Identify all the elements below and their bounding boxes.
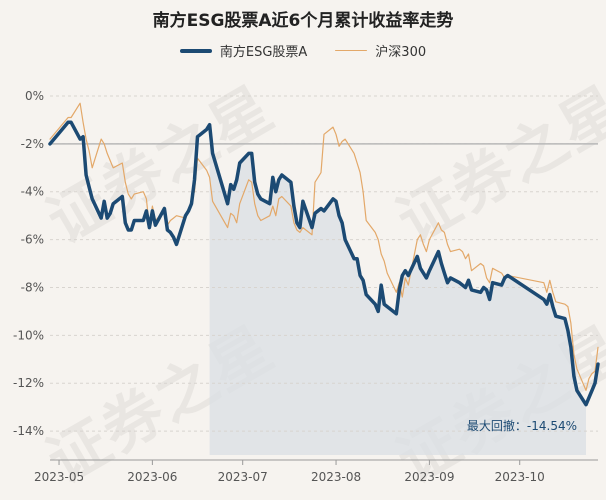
legend-label-index: 沪深300 (375, 45, 427, 60)
legend-item-index[interactable]: 沪深300 (335, 41, 426, 60)
y-tick-label: -8% (21, 280, 44, 294)
legend-item-fund[interactable]: 南方ESG股票A (179, 41, 308, 60)
x-tick-label: 2023-07 (218, 470, 268, 484)
series-line-fund (48, 120, 600, 407)
x-tick-label: 2023-10 (495, 470, 545, 484)
x-tick-label: 2023-09 (404, 470, 454, 484)
series-layer (48, 102, 600, 407)
y-tick-label: -2% (21, 137, 44, 151)
legend-swatch-index (335, 49, 368, 52)
y-tick-label: -4% (21, 185, 44, 199)
annotation-layer: 最大回撤：-14.54% (467, 418, 577, 433)
x-tick-label: 2023-08 (311, 470, 361, 484)
max-drawdown-label: 最大回撤：-14.54% (467, 418, 577, 433)
y-tick-label: -12% (13, 376, 44, 390)
y-axis: 0% -2% -4% -6% -8% -10% -12% -14% (13, 89, 44, 438)
x-tick-label: 2023-06 (127, 470, 177, 484)
y-tick-label: -14% (13, 424, 44, 438)
y-tick-label: 0% (25, 89, 44, 103)
y-tick-label: -6% (21, 233, 44, 247)
chart-title: 南方ESG股票A近6个月累计收益率走势 (152, 11, 454, 31)
legend-label-fund: 南方ESG股票A (219, 45, 308, 60)
chart-legend: 南方ESG股票A 沪深300 (0, 41, 606, 60)
legend-swatch-fund (179, 48, 212, 53)
x-axis: 2023-05 2023-06 2023-07 2023-08 2023-09 2023-… (34, 460, 545, 484)
x-tick-label: 2023-05 (34, 470, 84, 484)
y-tick-label: -10% (13, 328, 44, 342)
